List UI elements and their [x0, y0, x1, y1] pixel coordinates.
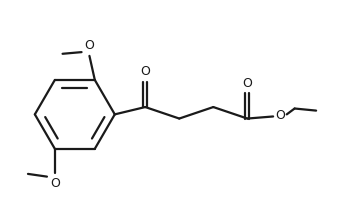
Text: O: O	[275, 109, 285, 122]
Text: O: O	[50, 177, 60, 190]
Text: O: O	[140, 65, 150, 78]
Text: O: O	[242, 77, 252, 90]
Text: O: O	[84, 39, 93, 52]
